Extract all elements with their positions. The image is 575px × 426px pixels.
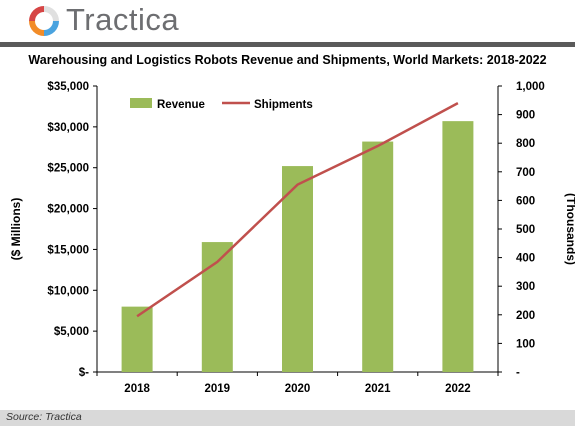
revenue-bar xyxy=(442,121,474,372)
x-tick-label: 2022 xyxy=(445,383,471,395)
y-tick-label: $20,000 xyxy=(47,204,89,216)
y-tick-label: $35,000 xyxy=(47,81,89,93)
x-tick-label: 2019 xyxy=(205,383,231,395)
y2-axis-title: (Thousands) xyxy=(564,193,575,265)
y-tick-label: $25,000 xyxy=(47,163,89,175)
legend-revenue-swatch xyxy=(130,98,152,108)
x-tick-label: 2021 xyxy=(365,383,391,395)
revenue-bar xyxy=(121,306,153,372)
y-tick-label: $- xyxy=(79,367,89,379)
legend-revenue-label: Revenue xyxy=(157,99,205,111)
y2-tick-label: 700 xyxy=(516,167,535,179)
revenue-bar xyxy=(362,141,394,372)
y2-tick-label: 1,000 xyxy=(516,81,545,93)
y-axis-title: ($ Millions) xyxy=(9,198,23,261)
y2-tick-label: 800 xyxy=(516,138,535,150)
chart-title: Warehousing and Logistics Robots Revenue… xyxy=(28,53,547,67)
logo-text: Tractica xyxy=(66,2,180,37)
legend-shipments-label: Shipments xyxy=(254,99,313,111)
tractica-logo-icon xyxy=(29,6,59,36)
chart-legend: Revenue Shipments xyxy=(130,98,313,111)
y2-tick-label: 500 xyxy=(516,224,535,236)
source-bar: Source: Tractica xyxy=(0,410,575,426)
revenue-bar xyxy=(201,242,233,372)
y2-tick-label: 200 xyxy=(516,310,535,322)
header-divider xyxy=(0,42,575,47)
y2-tick-label: 400 xyxy=(516,253,535,265)
y2-tick-label: 600 xyxy=(516,195,535,207)
y2-tick-label: - xyxy=(516,367,520,379)
y-tick-label: $5,000 xyxy=(54,326,89,338)
x-tick-label: 2018 xyxy=(124,383,150,395)
tractica-logo: Tractica xyxy=(26,2,206,40)
y-tick-label: $15,000 xyxy=(47,244,89,256)
y2-tick-label: 300 xyxy=(516,281,535,293)
y-tick-label: $10,000 xyxy=(47,285,89,297)
y2-tick-label: 900 xyxy=(516,110,535,122)
revenue-bar xyxy=(282,166,313,372)
x-tick-label: 2020 xyxy=(285,383,311,395)
y-tick-label: $30,000 xyxy=(47,122,89,134)
source-text: Source: Tractica xyxy=(6,411,82,423)
y2-tick-label: 100 xyxy=(516,338,535,350)
